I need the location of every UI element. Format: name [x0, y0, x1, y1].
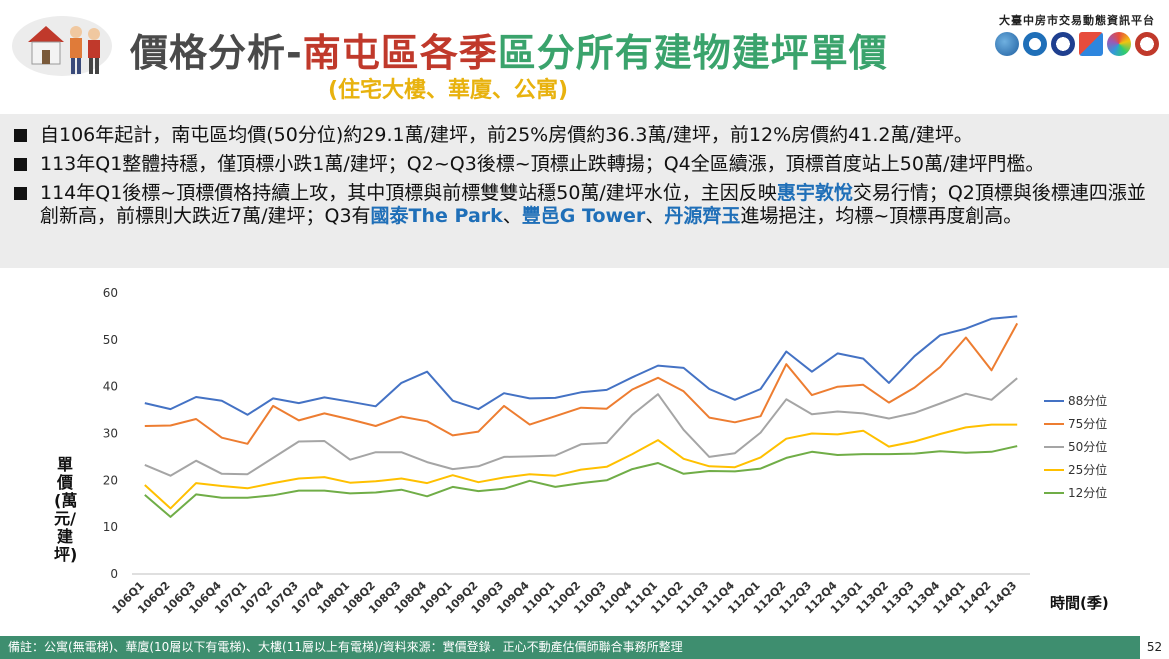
summary-bullets: 自106年起計，南屯區均價(50分位)約29.1萬/建坪，前25%房價約36.3…: [0, 114, 1169, 268]
legend-label: 50分位: [1068, 439, 1107, 454]
bullet-text: 、: [645, 205, 665, 227]
bullet-text: 113年Q1整體持穩，僅頂標小跌1萬/建坪；Q2~Q3後標~頂標止跌轉揚；Q4全…: [40, 153, 1045, 175]
legend-label: 25分位: [1068, 462, 1107, 477]
legend-label: 12分位: [1068, 485, 1107, 500]
bullet-square-icon: [14, 129, 27, 142]
tuda-logo-icon: [995, 32, 1019, 56]
legend-label: 75分位: [1068, 416, 1107, 431]
project-highlight: 丹源齊玉: [664, 205, 741, 227]
legend-label: 88分位: [1068, 393, 1107, 408]
bullet-text: 自106年起計，南屯區均價(50分位)約29.1萬/建坪，前25%房價約36.3…: [40, 124, 973, 146]
slide-header: 價格分析-南屯區各季區分所有建物建坪單價 (住宅大樓、華廈、公寓) 大臺中房市交…: [0, 0, 1169, 104]
bullet-point: 114年Q1後標~頂標價格持續上攻，其中頂標與前標雙雙站穩50萬/建坪水位，主因…: [14, 182, 1151, 228]
bullet-text: 進場挹注，均標~頂標再度創高。: [740, 205, 1023, 227]
y-tick-label: 0: [110, 567, 118, 581]
series-line: [144, 315, 1018, 416]
bullet-point: 113年Q1整體持穩，僅頂標小跌1萬/建坪；Q2~Q3後標~頂標止跌轉揚；Q4全…: [14, 153, 1151, 176]
chart-canvas: 0102030405060106Q1106Q2106Q3106Q4107Q110…: [103, 286, 1108, 616]
series-line: [144, 423, 1018, 510]
y-tick-label: 60: [103, 286, 118, 300]
y-tick-label: 30: [103, 427, 118, 441]
series-line: [144, 377, 1018, 477]
building-logo-icon: [1023, 32, 1047, 56]
title-part-district: 南屯區各季: [302, 31, 498, 75]
page-title: 價格分析-南屯區各季區分所有建物建坪單價: [130, 22, 888, 77]
house-family-illustration-icon: [12, 16, 112, 76]
y-tick-label: 20: [103, 473, 118, 487]
flag-logo-icon: [1079, 32, 1103, 56]
title-part-analysis: 價格分析-: [130, 31, 303, 75]
project-highlight: 豐邑G Tower: [521, 205, 646, 227]
y-tick-label: 40: [103, 380, 118, 394]
bullet-square-icon: [14, 158, 27, 171]
org-name: 大臺中房市交易動態資訊平台: [999, 14, 1155, 27]
project-highlight: 惠宇敦悅: [776, 182, 853, 204]
bullet-point: 自106年起計，南屯區均價(50分位)約29.1萬/建坪，前25%房價約36.3…: [14, 124, 1151, 147]
partner-logos: [995, 32, 1159, 56]
footer-note: 備註：公寓(無電梯)、華廈(10層以下有電梯)、大樓(11層以上有電梯)/資料來…: [0, 636, 1140, 659]
hexagon-logo-icon: [1107, 32, 1131, 56]
series-line: [144, 322, 1019, 445]
price-line-chart: 0 10 20 30 40 50 60 106Q1 106Q2 106Q3 106Q4 107Q1 10…: [0, 278, 1169, 634]
bullet-text: 114年Q1後標~頂標價格持續上攻，其中頂標與前標雙雙站穩50萬/建坪水位，主因…: [40, 182, 777, 204]
bullet-text: 、: [502, 205, 522, 227]
page-number: 52: [1140, 636, 1169, 659]
series-line: [144, 445, 1018, 518]
house-logo-icon: [1135, 32, 1159, 56]
page-subtitle: (住宅大樓、華廈、公寓): [328, 78, 569, 103]
title-part-topic: 區分所有建物建坪單價: [497, 31, 888, 75]
bullet-text: 交易行情；Q2頂標與後標連四漲並創新高，前標則大跌近7萬/建坪；Q3有: [40, 182, 1146, 227]
bullet-square-icon: [14, 187, 27, 200]
y-tick-label: 10: [103, 520, 118, 534]
project-highlight: 國泰The Park: [370, 205, 503, 227]
y-axis-label: 單價(萬元/建坪): [54, 455, 78, 564]
x-axis-label: 時間(季): [1050, 594, 1109, 612]
y-tick-label: 50: [103, 333, 118, 347]
circle-seal-logo-icon: [1051, 32, 1075, 56]
